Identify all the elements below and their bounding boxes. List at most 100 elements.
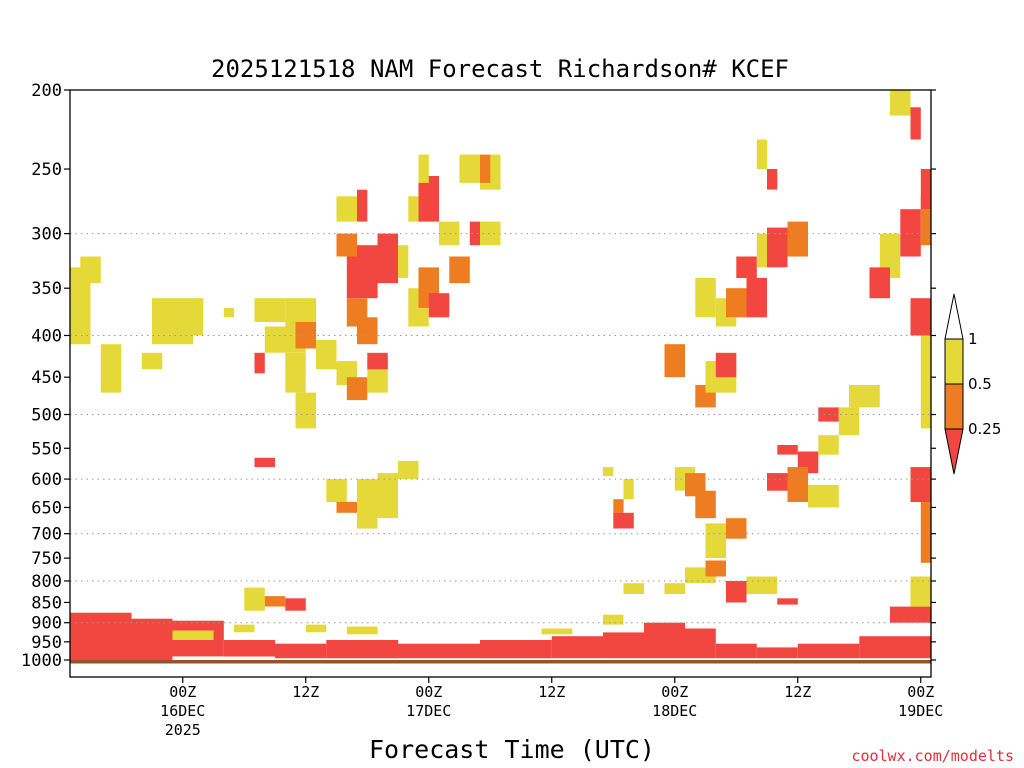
ri-cell-yellow xyxy=(756,139,768,169)
heatmap-cells xyxy=(70,90,932,664)
y-tick-label: 850 xyxy=(31,593,62,613)
ri-cell-red xyxy=(869,267,890,299)
x-tick-label: 18DEC xyxy=(652,702,697,720)
ri-cell-yellow xyxy=(756,233,768,268)
ri-cell-yellow xyxy=(808,484,839,508)
x-tick-label: 00Z xyxy=(169,683,196,701)
ri-cell-red xyxy=(736,256,757,278)
ri-cell-yellow xyxy=(193,298,204,336)
x-tick-label: 12Z xyxy=(784,683,811,701)
ri-cell-red xyxy=(428,293,450,318)
ri-cell-red xyxy=(920,169,932,210)
ri-cell-orange xyxy=(920,196,932,246)
chart-title: 2025121518 NAM Forecast Richardson# KCEF xyxy=(211,55,789,83)
ri-cell-yellow xyxy=(285,352,306,393)
y-tick-label: 650 xyxy=(31,498,62,518)
ri-cell-yellow xyxy=(223,307,235,318)
ri-cell-yellow xyxy=(695,277,716,318)
ri-cell-yellow xyxy=(623,583,644,594)
ri-cell-orange xyxy=(480,154,491,183)
y-tick-label: 400 xyxy=(31,326,62,346)
colorbar: 1 0.5 0.25 xyxy=(944,293,1001,475)
ri-cell-red xyxy=(285,598,306,611)
y-tick-label: 200 xyxy=(31,81,62,101)
colorbar-swatch-red xyxy=(944,428,964,475)
ri-cell-orange xyxy=(295,321,316,349)
ri-cell-yellow xyxy=(295,392,316,429)
ri-cell-orange xyxy=(920,501,932,563)
ri-cell-yellow xyxy=(910,576,931,607)
ri-cell-yellow xyxy=(603,614,624,625)
ri-cell-red xyxy=(900,209,921,257)
ri-cell-red xyxy=(746,277,767,318)
ri-cell-yellow xyxy=(418,154,429,183)
ri-cell-yellow xyxy=(838,407,860,436)
y-tick-label: 500 xyxy=(31,406,62,426)
ri-cell-orange xyxy=(449,256,470,284)
ri-cell-orange xyxy=(346,377,368,401)
ri-cell-red xyxy=(418,176,439,222)
ri-cell-yellow xyxy=(254,298,286,322)
ri-cell-yellow xyxy=(746,576,778,594)
ri-cell-orange xyxy=(685,473,706,497)
ri-cell-yellow xyxy=(172,630,214,640)
ri-cell-yellow xyxy=(879,233,901,278)
ri-cell-orange xyxy=(336,233,357,257)
ri-cell-yellow xyxy=(623,479,634,500)
ri-cell-red xyxy=(910,298,931,336)
x-tick-label: 00Z xyxy=(415,683,442,701)
source-credit: coolwx.com/modelts xyxy=(851,747,1014,765)
ri-cell-red xyxy=(767,473,788,491)
ri-cell-yellow xyxy=(541,628,573,635)
colorbar-tick-label: 0.25 xyxy=(968,420,1001,438)
ri-cell-red xyxy=(398,643,480,659)
y-tick-label: 600 xyxy=(31,470,62,490)
ri-cell-yellow xyxy=(244,587,265,611)
x-tick-label: 17DEC xyxy=(406,702,451,720)
x-tick-label: 19DEC xyxy=(898,702,943,720)
ri-cell-yellow xyxy=(459,154,480,183)
colorbar-swatch-yellow xyxy=(944,338,964,385)
colorbar-tick-label: 0.5 xyxy=(968,375,992,393)
ri-cell-orange xyxy=(787,467,808,502)
ri-cell-red xyxy=(131,618,173,660)
x-tick-label: 2025 xyxy=(165,721,201,739)
ri-cell-yellow xyxy=(141,352,163,370)
y-tick-label: 1000 xyxy=(21,651,62,671)
ri-cell-yellow xyxy=(152,298,193,345)
ri-cell-red xyxy=(756,647,798,659)
y-tick-label: 950 xyxy=(31,633,62,653)
ri-cell-yellow xyxy=(480,221,501,246)
ri-cell-orange xyxy=(705,560,726,577)
ri-cell-yellow xyxy=(100,344,122,393)
ri-cell-yellow xyxy=(603,467,614,477)
ri-cell-red xyxy=(223,640,276,657)
ri-cell-red xyxy=(275,643,327,659)
y-tick-label: 450 xyxy=(31,368,62,388)
ri-cell-red xyxy=(469,221,481,246)
x-tick-label: 12Z xyxy=(538,683,565,701)
ri-cell-red xyxy=(613,512,634,529)
x-tick-label: 16DEC xyxy=(160,702,205,720)
ri-cell-red xyxy=(685,628,716,659)
ri-cell-yellow xyxy=(439,221,460,246)
ri-cell-yellow xyxy=(664,583,685,594)
ri-cell-red xyxy=(254,352,265,374)
ri-cell-yellow xyxy=(398,245,409,278)
x-tick-label: 12Z xyxy=(292,683,319,701)
ri-cell-red xyxy=(644,622,685,659)
ri-cell-red xyxy=(551,636,604,659)
ground-band xyxy=(70,660,931,664)
ri-cell-red xyxy=(480,640,552,659)
dotted-gridlines xyxy=(70,233,931,624)
ri-cell-red xyxy=(603,632,644,659)
ri-cell-yellow xyxy=(346,626,378,635)
ri-cell-orange xyxy=(726,518,747,539)
ri-cell-yellow xyxy=(818,435,839,455)
ri-cell-red xyxy=(726,581,747,603)
ri-cell-yellow xyxy=(849,385,880,408)
ri-cell-red xyxy=(254,457,275,468)
x-axis-label: Forecast Time (UTC) xyxy=(369,735,655,764)
